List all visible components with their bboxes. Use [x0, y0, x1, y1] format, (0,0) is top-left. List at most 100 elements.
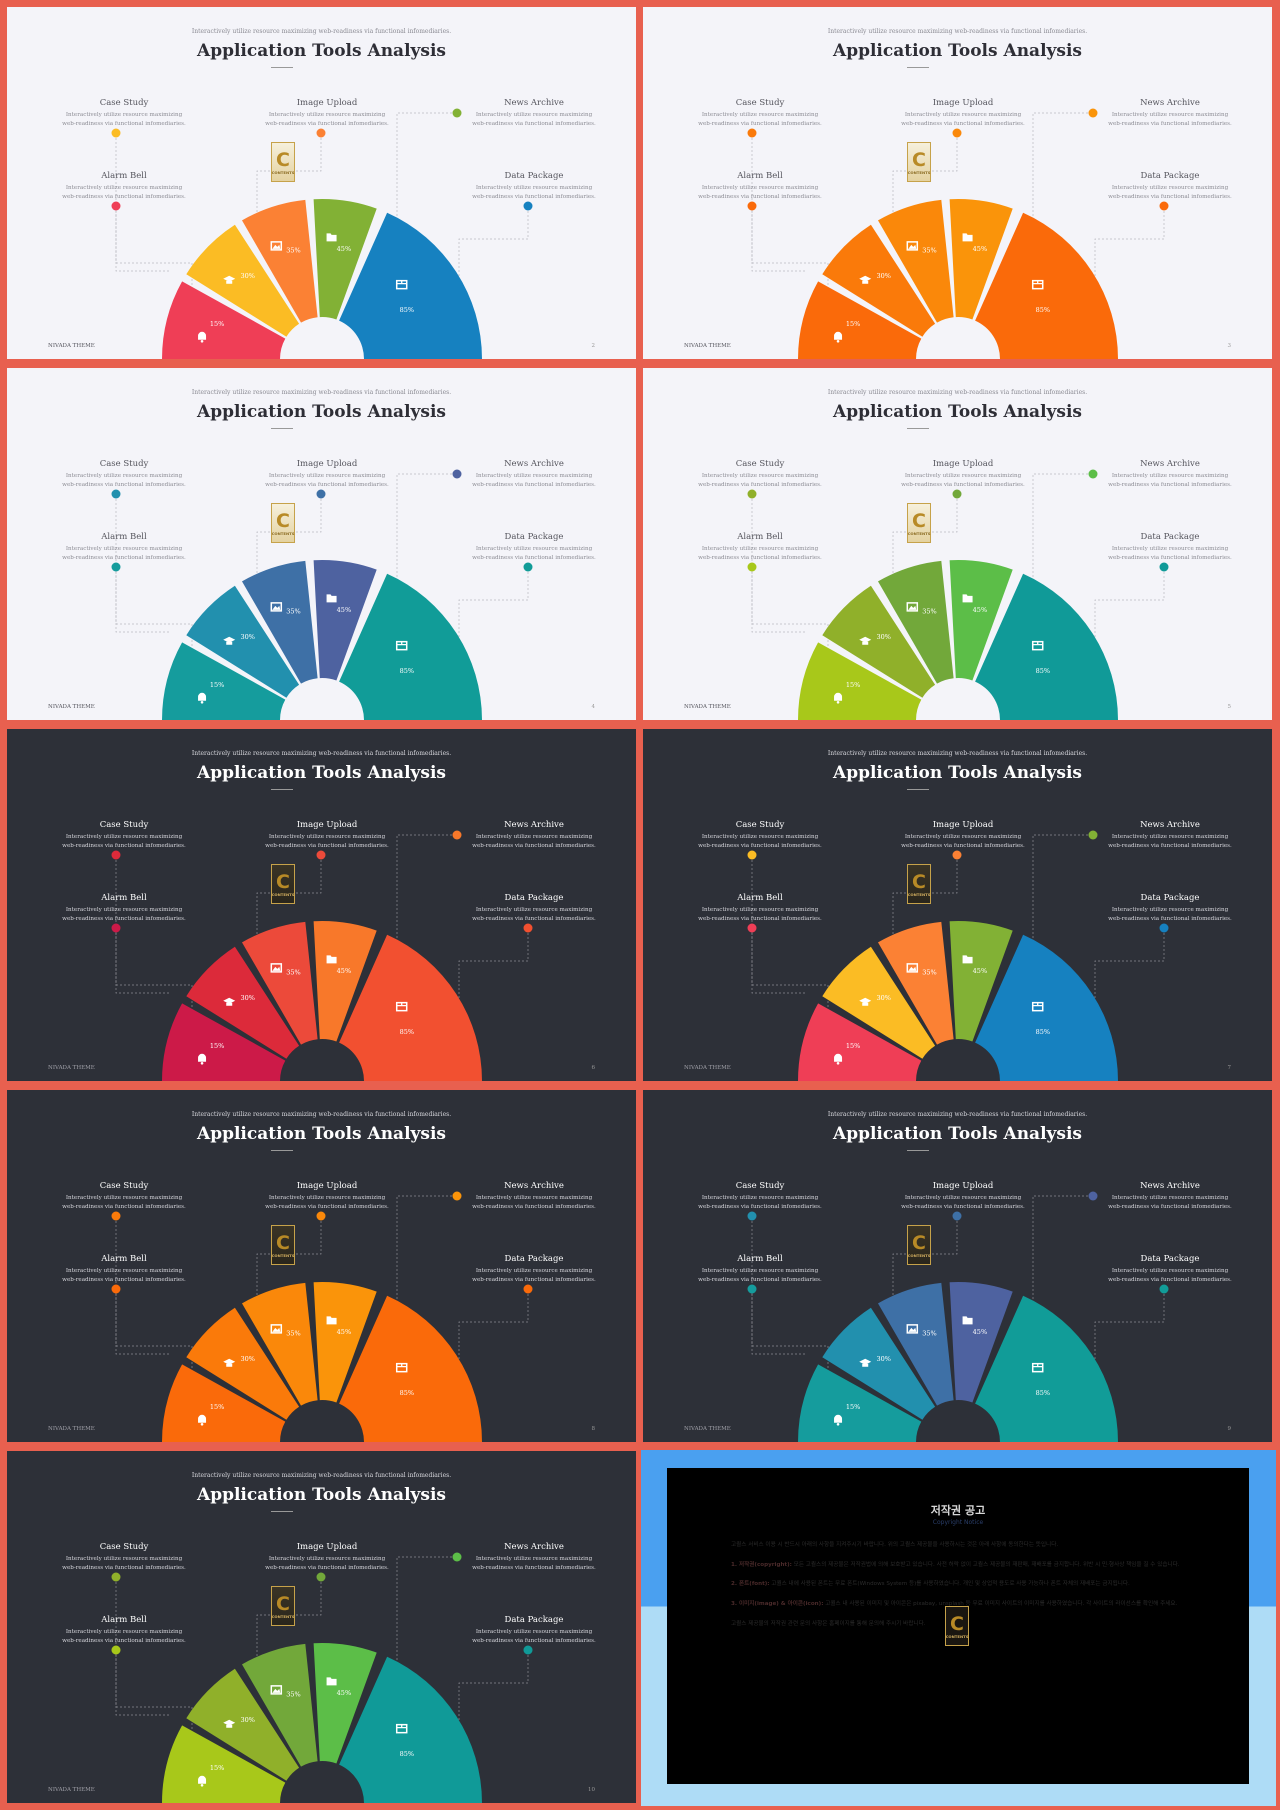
label-title: Case Study	[99, 820, 149, 830]
label-description: Interactively utilize resource maximizin…	[698, 1195, 822, 1210]
segment-value-label: 30%	[876, 994, 890, 1002]
label-title: Data Package	[1140, 893, 1200, 903]
radial-chart: 15% 30% 35% 45% 85%	[747, 1191, 1169, 1442]
marker-dot-data-package	[1159, 1284, 1169, 1294]
segment-value-label: 15%	[846, 320, 860, 328]
slide-subtitle: Interactively utilize resource maximizin…	[827, 28, 1088, 35]
connector-line	[751, 138, 807, 272]
title-divider	[271, 1511, 293, 1512]
copyright-outro: 고퀄스 제공물의 저작권 관련 문의 사항은 홈페이지를 통해 문의해 주시기 …	[731, 1620, 926, 1627]
label-description: Interactively utilize resource maximizin…	[472, 907, 596, 922]
bell-icon	[834, 692, 843, 704]
connector-line	[751, 211, 829, 293]
label-description: Interactively utilize resource maximizin…	[472, 1629, 596, 1644]
marker-dot-image-upload	[316, 1211, 326, 1221]
marker-dot-alarm-bell	[111, 1645, 121, 1655]
page-number: 2	[591, 343, 596, 349]
chart-center-hole	[284, 682, 360, 720]
label-title: Image Upload	[296, 459, 358, 469]
label-case-study: Case Study Interactively utilize resource…	[695, 98, 825, 128]
contents-logo: C CONTENTS	[271, 1225, 295, 1265]
segment-value-label: 45%	[973, 245, 987, 253]
graduation-cap-icon	[859, 997, 872, 1006]
label-title: News Archive	[1140, 1181, 1200, 1191]
connector-line	[396, 834, 452, 939]
slide-footer: NIVADA THEME	[48, 1065, 95, 1071]
label-data-package: Data Package Interactively utilize resour…	[1105, 893, 1235, 923]
label-description: Interactively utilize resource maximizin…	[62, 1195, 186, 1210]
segment-value-label: 30%	[876, 1355, 890, 1363]
chart-segment-data	[339, 212, 482, 359]
radial-chart: 15% 30% 35% 45% 85%	[111, 830, 533, 1081]
label-data-package: Data Package Interactively utilize resour…	[469, 532, 599, 562]
logo-letter: C	[276, 870, 290, 893]
connector-line	[115, 1582, 171, 1716]
label-title: News Archive	[504, 1181, 564, 1191]
slide-footer: NIVADA THEME	[684, 1426, 731, 1432]
connector-line	[751, 499, 807, 633]
segment-value-label: 45%	[973, 1328, 987, 1336]
connector-line	[458, 1655, 529, 1727]
chart-segment-case	[822, 1307, 936, 1420]
marker-dot-image-upload	[316, 489, 326, 499]
image-icon	[270, 241, 283, 251]
slide-footer: NIVADA THEME	[48, 704, 95, 710]
chart-segment-data	[339, 573, 482, 720]
contents-logo: C CONTENTS	[271, 503, 295, 543]
copyright-section-3-text: 고퀄스 내 사용된 이미지 및 아이콘은 pixabay, unsplash 등…	[825, 1600, 1178, 1607]
label-title: Alarm Bell	[101, 1615, 147, 1625]
segment-value-label: 35%	[286, 1691, 300, 1699]
bell-icon	[198, 1053, 207, 1065]
marker-dot-image-upload	[952, 1211, 962, 1221]
image-icon	[270, 963, 283, 973]
label-image-upload: Image Upload Interactively utilize resour…	[262, 820, 392, 850]
copyright-panel: 저작권 공고 Copyright Notice 고퀄스 서비스 이용 시 반드시…	[667, 1468, 1249, 1784]
label-description: Interactively utilize resource maximizin…	[62, 185, 186, 200]
marker-dot-case-study	[747, 128, 757, 138]
label-description: Interactively utilize resource maximizin…	[472, 546, 596, 561]
segment-value-label: 15%	[210, 681, 224, 689]
label-title: Data Package	[504, 532, 564, 542]
chart-segment-case	[822, 946, 936, 1059]
segment-value-label: 35%	[286, 969, 300, 977]
label-case-study: Case Study Interactively utilize resource…	[695, 820, 825, 850]
folder-icon	[962, 955, 973, 964]
chart-segment-data	[339, 1656, 482, 1803]
label-news-archive: News Archive Interactively utilize resour…	[469, 98, 599, 128]
contents-logo: C CONTENTS	[907, 142, 931, 182]
label-title: News Archive	[1140, 459, 1200, 469]
logo-letter: C	[912, 1231, 926, 1254]
connector-line	[1032, 1195, 1088, 1300]
package-icon	[395, 1001, 408, 1012]
slide-subtitle: Interactively utilize resource maximizin…	[191, 1472, 452, 1479]
label-title: Case Study	[735, 459, 785, 469]
copyright-section-1-heading: 1. 저작권(copyright):	[731, 1561, 792, 1568]
chart-segment-alarm	[798, 642, 922, 720]
label-image-upload: Image Upload Interactively utilize resour…	[262, 459, 392, 489]
contents-logo: C CONTENTS	[271, 864, 295, 904]
segment-value-label: 85%	[1036, 667, 1050, 675]
logo-word: CONTENTS	[271, 530, 295, 536]
logo-word: CONTENTS	[271, 169, 295, 175]
folder-icon	[326, 1677, 337, 1686]
marker-dot-case-study	[747, 850, 757, 860]
marker-dot-alarm-bell	[111, 562, 121, 572]
label-description: Interactively utilize resource maximizin…	[1108, 834, 1232, 849]
connector-line	[1032, 473, 1088, 578]
logo-word: CONTENTS	[907, 891, 931, 897]
folder-icon	[326, 594, 337, 603]
label-description: Interactively utilize resource maximizin…	[62, 907, 186, 922]
slide-footer: NIVADA THEME	[48, 343, 95, 349]
label-data-package: Data Package Interactively utilize resour…	[469, 1254, 599, 1284]
chart-center-hole	[920, 682, 996, 720]
image-icon	[906, 241, 919, 251]
marker-dot-data-package	[523, 1284, 533, 1294]
connector-line	[115, 1221, 171, 1355]
logo-word: CONTENTS	[907, 1252, 931, 1258]
radial-chart: 15% 30% 35% 45% 85%	[111, 108, 533, 359]
segment-value-label: 85%	[1036, 306, 1050, 314]
marker-dot-alarm-bell	[111, 1284, 121, 1294]
label-title: Data Package	[504, 1254, 564, 1264]
label-title: Image Upload	[932, 98, 994, 108]
segment-value-label: 85%	[400, 306, 414, 314]
